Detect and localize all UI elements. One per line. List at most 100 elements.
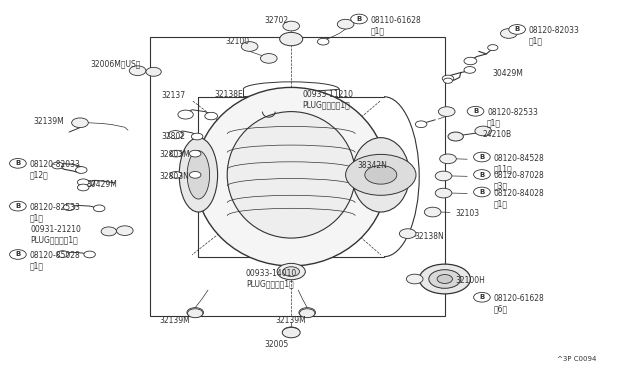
Circle shape	[63, 204, 75, 211]
Text: B: B	[15, 251, 20, 257]
Circle shape	[406, 274, 423, 284]
Circle shape	[188, 309, 203, 318]
Circle shape	[205, 112, 218, 120]
Circle shape	[283, 327, 300, 337]
Text: 32100: 32100	[225, 37, 250, 46]
Circle shape	[277, 263, 305, 280]
Text: 08120-85028
、1。: 08120-85028 、1。	[29, 251, 80, 270]
Circle shape	[101, 227, 116, 236]
Circle shape	[419, 264, 470, 294]
Circle shape	[317, 38, 329, 45]
Circle shape	[500, 29, 517, 38]
Circle shape	[299, 308, 316, 317]
Ellipse shape	[195, 87, 387, 266]
Circle shape	[129, 66, 146, 76]
Circle shape	[189, 150, 201, 157]
Text: 30429M: 30429M	[86, 180, 117, 189]
Text: 08120-82533
、1。: 08120-82533 、1。	[29, 203, 80, 222]
Circle shape	[429, 270, 461, 288]
Circle shape	[438, 107, 455, 116]
Circle shape	[57, 251, 68, 257]
Text: 32702: 32702	[264, 16, 289, 25]
Text: 08120-87028
（3）: 08120-87028 （3）	[493, 171, 544, 190]
Circle shape	[365, 166, 397, 184]
Text: ^3P C0094: ^3P C0094	[557, 356, 596, 362]
Circle shape	[93, 205, 105, 212]
Circle shape	[168, 131, 182, 139]
Circle shape	[399, 229, 416, 238]
Circle shape	[283, 267, 300, 276]
Circle shape	[440, 154, 456, 164]
Circle shape	[116, 226, 133, 235]
Text: 32138E: 32138E	[214, 90, 243, 99]
Circle shape	[448, 132, 463, 141]
Circle shape	[241, 42, 258, 51]
Circle shape	[146, 67, 161, 76]
Text: B: B	[479, 189, 484, 195]
Text: 32005: 32005	[264, 340, 289, 349]
Text: 08120-84028
（1）: 08120-84028 （1）	[493, 189, 544, 208]
Text: B: B	[15, 160, 20, 166]
Text: 32803M: 32803M	[159, 150, 190, 159]
Text: 08120-84528
（11）: 08120-84528 （11）	[493, 154, 544, 173]
Circle shape	[77, 179, 89, 186]
Circle shape	[191, 133, 203, 140]
Circle shape	[437, 275, 452, 283]
Text: 32139M: 32139M	[159, 316, 190, 325]
Text: 08110-61628
（1）: 08110-61628 （1）	[371, 16, 421, 35]
Text: 00933-14010
PLUGプラグ（1）: 00933-14010 PLUGプラグ（1）	[246, 269, 297, 289]
Circle shape	[442, 75, 454, 82]
Circle shape	[10, 158, 26, 168]
Text: 32137: 32137	[161, 91, 186, 100]
Circle shape	[467, 106, 484, 116]
Circle shape	[509, 25, 525, 34]
Circle shape	[474, 170, 490, 179]
Text: B: B	[479, 154, 484, 160]
Circle shape	[84, 251, 95, 258]
Text: 00933-11210
PLUGプラグ（1）: 00933-11210 PLUGプラグ（1）	[303, 90, 354, 109]
Circle shape	[52, 162, 63, 169]
Text: B: B	[515, 26, 520, 32]
Text: 32006M〈US〉: 32006M〈US〉	[91, 60, 141, 68]
Circle shape	[260, 54, 277, 63]
Circle shape	[424, 207, 441, 217]
Text: 00931-21210
PLUGプラグ（1）: 00931-21210 PLUGプラグ（1）	[31, 225, 81, 244]
Circle shape	[444, 78, 452, 83]
Circle shape	[300, 309, 315, 318]
Circle shape	[435, 171, 452, 181]
Text: 32139M: 32139M	[276, 316, 307, 325]
Text: 32802: 32802	[161, 132, 186, 141]
Circle shape	[435, 188, 452, 198]
Text: 32803N: 32803N	[159, 172, 189, 181]
Circle shape	[77, 184, 89, 191]
Circle shape	[187, 308, 204, 317]
Ellipse shape	[179, 138, 218, 212]
Ellipse shape	[227, 112, 355, 238]
Text: 08120-82033
、12。: 08120-82033 、12。	[29, 160, 80, 179]
Circle shape	[488, 45, 498, 51]
Circle shape	[280, 32, 303, 46]
Ellipse shape	[188, 151, 210, 199]
Circle shape	[474, 292, 490, 302]
Circle shape	[283, 21, 300, 31]
Circle shape	[337, 19, 354, 29]
Circle shape	[351, 14, 367, 24]
Circle shape	[282, 327, 300, 338]
Text: 08120-82033
（1）: 08120-82033 （1）	[529, 26, 579, 45]
Ellipse shape	[352, 138, 410, 212]
Text: 32138N: 32138N	[415, 232, 444, 241]
Circle shape	[346, 154, 416, 195]
Circle shape	[415, 121, 427, 128]
Text: 24210B: 24210B	[483, 130, 512, 139]
Circle shape	[170, 150, 182, 157]
Circle shape	[10, 201, 26, 211]
Circle shape	[178, 110, 193, 119]
Circle shape	[76, 167, 87, 173]
Circle shape	[189, 171, 201, 178]
Text: B: B	[479, 294, 484, 300]
Text: 32139M: 32139M	[33, 117, 64, 126]
Text: 38342N: 38342N	[357, 161, 387, 170]
Circle shape	[10, 250, 26, 259]
Text: B: B	[479, 171, 484, 177]
Text: B: B	[356, 16, 362, 22]
